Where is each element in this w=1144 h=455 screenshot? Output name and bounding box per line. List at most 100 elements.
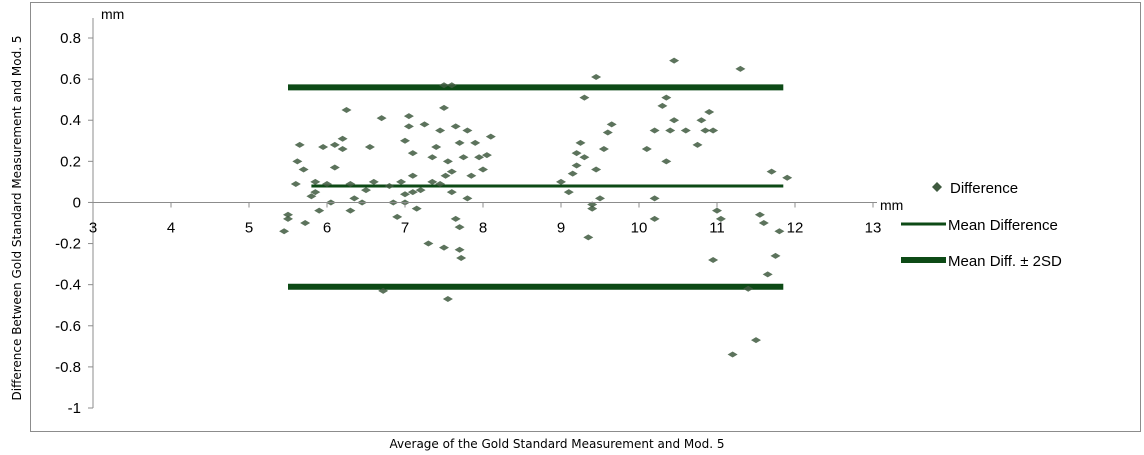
difference-point [602,129,613,136]
difference-point [446,82,457,89]
difference-point [774,228,785,235]
difference-point [396,178,407,185]
difference-point [403,113,414,120]
difference-point [598,146,609,152]
difference-point [466,172,477,179]
difference-point [442,296,453,303]
difference-point [419,121,430,128]
y-tick-label: 0.4 [60,112,81,129]
difference-point [318,143,329,150]
x-tick-label: 12 [787,219,804,236]
chart-frame [30,2,1141,432]
difference-point [446,189,457,196]
difference-point [727,351,738,358]
difference-point [337,135,348,142]
y-tick-label: -0.4 [55,277,81,294]
difference-point [283,211,293,218]
difference-point [669,57,680,64]
difference-point [279,228,290,235]
difference-point [290,180,301,187]
difference-point [661,94,672,101]
y-tick-label: 0 [73,194,81,211]
x-tick-label: 13 [865,219,882,236]
legend-mean-label: Mean Difference [948,217,1058,234]
difference-point [310,178,321,185]
x-tick-label: 4 [167,219,175,236]
difference-point [567,170,578,177]
difference-point [294,141,305,148]
difference-points [279,57,793,358]
x-tick-label: 7 [401,219,409,236]
difference-point [708,127,719,134]
difference-point [407,150,418,157]
difference-point [349,195,360,202]
y-tick-label: -1 [68,400,81,417]
difference-point [579,154,590,161]
difference-point [692,141,703,148]
x-tick-label: 3 [89,219,97,236]
reference-lines [288,84,784,290]
difference-point [446,168,457,175]
difference-point [669,117,680,124]
x-tick-label: 9 [557,219,565,236]
difference-point [378,287,389,294]
difference-point [423,240,434,247]
difference-point [762,271,773,278]
legend-difference-label: Difference [950,180,1018,197]
difference-point [361,187,371,194]
difference-point [458,154,469,161]
difference-point [735,65,746,72]
legend-2sd-label: Mean Diff. ± 2SD [948,253,1062,270]
difference-point [310,189,321,196]
difference-point [649,195,660,202]
y-axis-title: Difference Between Gold Standard Measure… [10,36,24,401]
difference-point [411,205,422,212]
difference-point [751,337,761,344]
difference-point [649,215,660,222]
y-tick-label: 0.8 [60,30,81,47]
difference-point [587,201,598,208]
difference-point [415,187,426,194]
difference-point [782,174,793,181]
y-tick-label: -0.8 [55,359,81,376]
difference-point [470,139,481,146]
y-unit-label: mm [101,6,124,22]
difference-point [649,127,660,134]
difference-point [439,82,449,89]
difference-point [329,141,340,148]
difference-point [591,166,602,173]
difference-point [696,117,707,124]
x-tick-label: 11 [709,219,725,236]
difference-point [454,246,465,253]
difference-point [583,234,594,241]
difference-point [478,166,488,173]
difference-point [337,146,348,152]
difference-point [754,211,765,218]
difference-point [442,158,453,165]
difference-point [364,143,375,150]
difference-point [481,152,492,159]
difference-point [474,154,485,161]
difference-point [450,123,461,130]
difference-point [708,257,719,263]
difference-point [368,178,379,185]
difference-point [392,213,403,220]
difference-point [485,133,496,140]
difference-point [715,215,726,222]
difference-point [587,205,598,212]
x-tick-label: 8 [479,219,487,236]
difference-point [575,139,586,146]
difference-point [431,143,442,150]
axes [88,18,877,409]
difference-point [450,215,461,222]
difference-point [571,150,582,157]
difference-point [704,109,715,115]
difference-point [400,191,410,198]
difference-point [345,207,356,214]
difference-point [571,162,582,169]
difference-point [435,180,446,187]
difference-point [766,168,777,175]
difference-point [292,158,303,165]
difference-point [376,115,387,122]
difference-point [661,158,672,165]
